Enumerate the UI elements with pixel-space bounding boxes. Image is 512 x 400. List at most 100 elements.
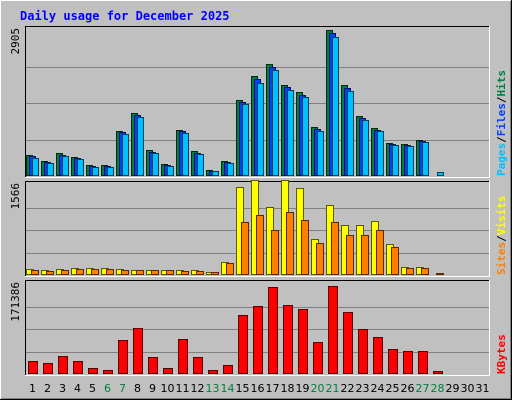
bar-kbytes-day-6 — [103, 370, 113, 374]
x-axis-labels: 1 2 3 4 5 6 7 8 9 10 11 12 13 14 15 16 17 18 19 20 21 22 23 24 2… — [29, 382, 490, 395]
y-max-label: 1566 — [9, 183, 22, 210]
legend-kbytes: KBytes — [495, 334, 508, 374]
bar-kbytes-day-13 — [208, 370, 218, 374]
legend-entry: Visits — [495, 196, 508, 236]
x-tick-label-day-17: 17 — [266, 382, 280, 395]
x-tick-label-day-28: 28 — [431, 382, 445, 395]
bar-kbytes-day-23 — [358, 329, 368, 374]
legend-entry: / — [495, 96, 508, 103]
bar-kbytes-day-4 — [73, 361, 83, 374]
x-tick-label-day-7: 7 — [119, 382, 126, 395]
bar-kbytes-day-11 — [178, 339, 188, 374]
x-tick-label-day-18: 18 — [281, 382, 295, 395]
legend-entry: Sites — [495, 242, 508, 275]
bar-pages-day-21 — [332, 37, 339, 176]
bar-pages-day-15 — [242, 104, 249, 176]
bar-sites-day-22 — [346, 235, 354, 275]
bar-kbytes-day-26 — [403, 351, 413, 374]
bar-sites-day-26 — [406, 268, 414, 275]
x-tick-label-day-26: 26 — [401, 382, 415, 395]
bar-sites-day-28 — [436, 273, 444, 275]
bar-pages-day-23 — [362, 120, 369, 176]
x-tick-label-day-27: 27 — [416, 382, 430, 395]
x-tick-label-day-23: 23 — [356, 382, 370, 395]
bar-sites-day-12 — [196, 271, 204, 275]
bar-pages-day-17 — [272, 70, 279, 176]
panel-visits-sites: 1566 Sites/Visits — [9, 180, 508, 277]
bar-pages-day-2 — [47, 163, 54, 176]
legend-entry: Files — [495, 103, 508, 136]
x-tick-label-day-16: 16 — [251, 382, 265, 395]
x-tick-label-day-24: 24 — [371, 382, 385, 395]
bar-pages-day-14 — [227, 163, 234, 176]
bar-sites-day-19 — [301, 220, 309, 275]
x-tick-label-day-29: 29 — [446, 382, 460, 395]
x-tick-label-day-2: 2 — [44, 382, 51, 395]
bar-sites-day-21 — [331, 222, 339, 275]
bar-kbytes-day-18 — [283, 305, 293, 374]
bar-kbytes-day-1 — [28, 361, 38, 374]
bar-kbytes-day-20 — [313, 342, 323, 374]
x-tick-label-day-3: 3 — [59, 382, 66, 395]
bar-kbytes-day-24 — [373, 337, 383, 374]
chart-panels: 2905Pages/Files/Hits1566Sites/Visits1713… — [9, 26, 508, 376]
x-tick-label-day-10: 10 — [161, 382, 175, 395]
bar-sites-day-8 — [136, 270, 144, 275]
x-tick-label-day-19: 19 — [296, 382, 310, 395]
bar-sites-day-6 — [106, 269, 114, 275]
bar-pages-day-1 — [32, 158, 39, 176]
bar-sites-day-16 — [256, 215, 264, 275]
bar-pages-day-8 — [137, 117, 144, 176]
bar-pages-day-5 — [92, 167, 99, 176]
bar-pages-day-27 — [422, 142, 429, 176]
bar-pages-day-9 — [152, 153, 159, 176]
x-tick-label-day-14: 14 — [221, 382, 235, 395]
bar-kbytes-day-8 — [133, 328, 143, 374]
bar-kbytes-day-16 — [253, 306, 263, 374]
bar-pages-day-16 — [257, 83, 264, 176]
bar-pages-day-3 — [62, 156, 69, 176]
bar-sites-day-24 — [376, 230, 384, 275]
bar-sites-day-25 — [391, 247, 399, 275]
y-max-label: 171386 — [9, 282, 22, 322]
bar-sites-day-5 — [91, 269, 99, 275]
legend-entry: / — [495, 136, 508, 143]
x-tick-label-day-6: 6 — [104, 382, 111, 395]
legend-entry: KBytes — [495, 334, 508, 374]
bar-sites-day-23 — [361, 235, 369, 275]
x-tick-label-day-21: 21 — [326, 382, 340, 395]
x-tick-label-day-22: 22 — [341, 382, 355, 395]
bar-sites-day-15 — [241, 222, 249, 275]
x-tick-label-day-1: 1 — [29, 382, 36, 395]
bar-pages-day-11 — [182, 133, 189, 176]
bar-kbytes-day-14 — [223, 365, 233, 374]
bar-pages-day-25 — [392, 145, 399, 176]
x-tick-label-day-15: 15 — [236, 382, 250, 395]
bar-sites-day-14 — [226, 263, 234, 275]
x-tick-label-day-31: 31 — [476, 382, 490, 395]
bar-kbytes-day-3 — [58, 356, 68, 374]
bar-kbytes-day-12 — [193, 357, 203, 374]
x-tick-label-day-5: 5 — [89, 382, 96, 395]
chart-title: Daily usage for December 2025 — [20, 9, 230, 23]
bar-kbytes-day-5 — [88, 368, 98, 374]
bar-kbytes-day-2 — [43, 363, 53, 374]
bar-pages-day-13 — [212, 171, 219, 176]
bar-sites-day-17 — [271, 230, 279, 275]
bar-kbytes-day-17 — [268, 287, 278, 374]
bar-sites-day-18 — [286, 212, 294, 275]
x-tick-label-day-13: 13 — [206, 382, 220, 395]
bar-kbytes-day-7 — [118, 340, 128, 374]
bar-pages-day-6 — [107, 167, 114, 176]
bar-sites-day-13 — [211, 272, 219, 275]
bar-kbytes-day-21 — [328, 286, 338, 374]
legend-visits-sites: Sites/Visits — [495, 196, 508, 276]
x-tick-label-day-9: 9 — [149, 382, 156, 395]
bar-kbytes-day-10 — [163, 368, 173, 374]
legend-entry: Pages — [495, 143, 508, 176]
bar-pages-day-20 — [317, 131, 324, 176]
bar-sites-day-7 — [121, 270, 129, 275]
bar-kbytes-day-27 — [418, 351, 428, 374]
bar-pages-day-10 — [167, 166, 174, 176]
